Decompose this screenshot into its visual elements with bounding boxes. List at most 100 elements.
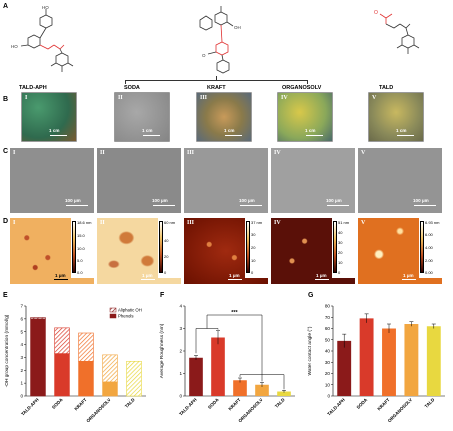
y-axis-label: Average Roughness (nm)	[159, 323, 165, 378]
roman-i: I	[13, 220, 16, 226]
afm-tick: 0	[338, 270, 341, 275]
roman-iv: IV	[274, 150, 281, 156]
afm-tick: 5.0	[77, 258, 83, 263]
legend-swatch-phenols	[109, 313, 117, 319]
panel-label-b: B	[3, 96, 9, 103]
y-tick-label: 80	[325, 304, 331, 309]
afm-image-i: I 18.6 nm 15.0 10.0 5.0 0.0 1 µm	[10, 218, 94, 284]
afm-image-v: V 6.93 nm 6.00 4.00 2.00 0.00 1 µm	[358, 218, 442, 284]
afm-tick: 10	[338, 260, 343, 265]
afm-tick: 40	[164, 238, 169, 243]
structure-oh-label: HO	[42, 5, 49, 10]
afm-colorbar	[420, 221, 424, 273]
bar-phenols	[102, 381, 118, 397]
panel-label-d: D	[3, 218, 9, 225]
afm-colorbar-max: 6.93 nm	[425, 220, 440, 225]
afm-scale-bar	[402, 279, 416, 281]
scale-label: 1 cm	[49, 128, 60, 133]
afm-colorbar-max: 60 nm	[164, 220, 176, 225]
sem-scale-bar	[66, 205, 88, 207]
sem-scale-label: 100 µm	[152, 198, 168, 203]
significance-bracket-top	[206, 314, 263, 375]
sem-image-ii: II 100 µm	[97, 148, 181, 213]
y-axis-label: Water contact angle (°)	[307, 326, 313, 375]
afm-tick: 0.00	[425, 270, 433, 275]
x-tick-label: TALD-APH	[20, 397, 40, 417]
afm-colorbar	[333, 221, 337, 273]
y-tick-label: 1	[20, 381, 23, 386]
bar	[277, 391, 291, 396]
afm-tick: 6.00	[425, 232, 433, 237]
x-tick-label: KRAFT	[227, 397, 241, 411]
structure-technical-lignin: OH O	[199, 6, 241, 74]
sem-scale-bar	[153, 205, 175, 207]
afm-colorbar-max: 51 nm	[338, 220, 350, 225]
x-tick-label: KRAFT	[73, 397, 87, 411]
y-tick-label: 7	[20, 304, 23, 309]
afm-tick: 20	[251, 245, 256, 250]
afm-tick: 20	[164, 254, 169, 259]
roman-ii: II	[100, 220, 105, 226]
x-tick-label: ORGANOSOLV	[237, 397, 263, 423]
sample-name-kraft: KRAFT	[207, 85, 226, 91]
afm-tick: 2.00	[425, 258, 433, 263]
afm-image-iii: III 37 nm 30 20 10 0 1 µm	[184, 218, 268, 284]
y-tick-label: 2	[20, 368, 23, 373]
roman-ii: II	[100, 150, 105, 156]
bar-aliphatic-oh	[78, 332, 94, 362]
y-tick-label: 30	[325, 360, 331, 365]
sem-scale-bar	[414, 205, 436, 207]
structure-tald-aph: HO HO	[11, 5, 74, 72]
x-tick-label: SODA	[356, 397, 369, 410]
bar	[359, 318, 374, 396]
bar	[426, 326, 441, 396]
bar	[189, 357, 203, 396]
bar-aliphatic-oh	[54, 327, 70, 354]
bar-aliphatic-oh	[102, 354, 118, 383]
roman-v: V	[361, 150, 366, 156]
afm-tick: 10	[251, 258, 256, 263]
sem-image-i: I 100 µm	[10, 148, 94, 213]
structure-aldehyde-o: O	[374, 10, 378, 16]
afm-tick: 30	[338, 240, 343, 245]
legend-swatch-aliphatic	[109, 307, 117, 313]
scale-bar	[225, 135, 242, 137]
roman-iv: IV	[281, 95, 288, 101]
film-photo-iv: IV 1 cm	[277, 92, 333, 142]
scale-label: 1 cm	[396, 128, 407, 133]
y-tick-label: 0	[20, 394, 23, 399]
bar	[233, 380, 247, 396]
technical-lignin-bracket	[125, 80, 308, 84]
film-photo-ii: II 1 cm	[114, 92, 170, 142]
x-tick-label: ORGANOSOLV	[387, 397, 413, 423]
bar-phenols	[54, 353, 70, 397]
sample-name-soda: SODA	[124, 85, 140, 91]
x-tick-label: ORGANOSOLV	[85, 397, 111, 423]
scale-bar	[143, 135, 160, 137]
afm-scale-bar	[315, 279, 329, 281]
afm-tick: 0	[251, 270, 254, 275]
y-tick-label: 1	[179, 371, 182, 376]
legend-label-phenols: Phenols	[118, 314, 134, 319]
afm-colorbar-max: 37 nm	[251, 220, 263, 225]
afm-colorbar-max: 18.6 nm	[77, 220, 92, 225]
scale-bar	[306, 135, 323, 137]
scale-label: 1 cm	[224, 128, 235, 133]
x-tick-label: SODA	[51, 397, 64, 410]
sem-scale-label: 100 µm	[239, 198, 255, 203]
sem-image-iv: IV 100 µm	[271, 148, 355, 213]
sample-name-tald: TALD	[379, 85, 394, 91]
bar-aliphatic-oh	[126, 360, 142, 397]
scale-label: 1 cm	[142, 128, 153, 133]
y-tick-label: 6	[20, 316, 23, 321]
bar	[211, 337, 225, 396]
x-tick-label: TALD-APH	[326, 397, 346, 417]
sem-image-iii: III 100 µm	[184, 148, 268, 213]
afm-scale-label: 1 µm	[316, 273, 327, 278]
bar-phenols	[30, 318, 46, 397]
x-tick-label: KRAFT	[376, 397, 390, 411]
x-tick-label: TALD	[424, 397, 436, 409]
chart-average-roughness: 0 1 2 3 4 Average Roughness (nm) TALD-APH SODA K…	[159, 304, 295, 423]
scale-label: 1 cm	[305, 128, 316, 133]
bar-aliphatic-oh	[30, 317, 46, 320]
